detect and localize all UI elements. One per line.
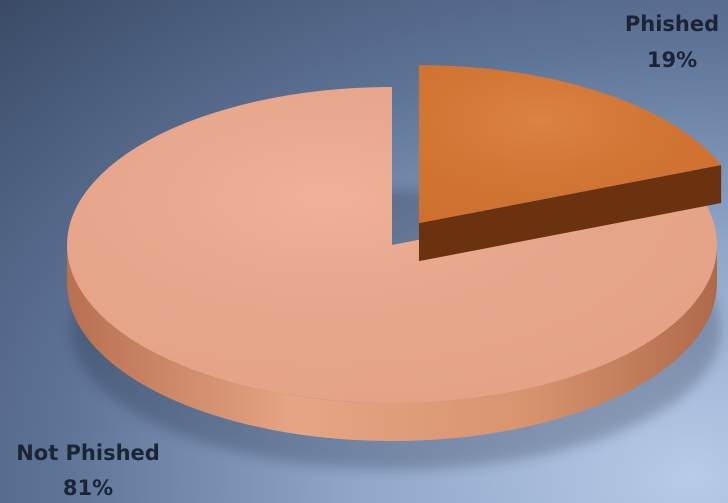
label-not-phished-pct: 81% (63, 476, 113, 500)
pie-slice-wall-phished-1 (418, 165, 722, 262)
pie-slice-phished (418, 65, 722, 262)
slices-layer (67, 65, 722, 441)
slice-label-not-phished: Not Phished 81% (16, 441, 160, 500)
label-phished-pct: 19% (647, 48, 697, 72)
pie-slice-side-not-phished (67, 245, 717, 441)
label-not-phished-name: Not Phished (16, 441, 160, 465)
pie-slice-highlight-phished (418, 65, 722, 224)
slice-label-phished: Phished 19% (625, 12, 719, 72)
pie-slice-highlight-not-phished (67, 87, 717, 403)
label-phished-name: Phished (625, 12, 719, 36)
pie-slice-not-phished (67, 87, 717, 441)
